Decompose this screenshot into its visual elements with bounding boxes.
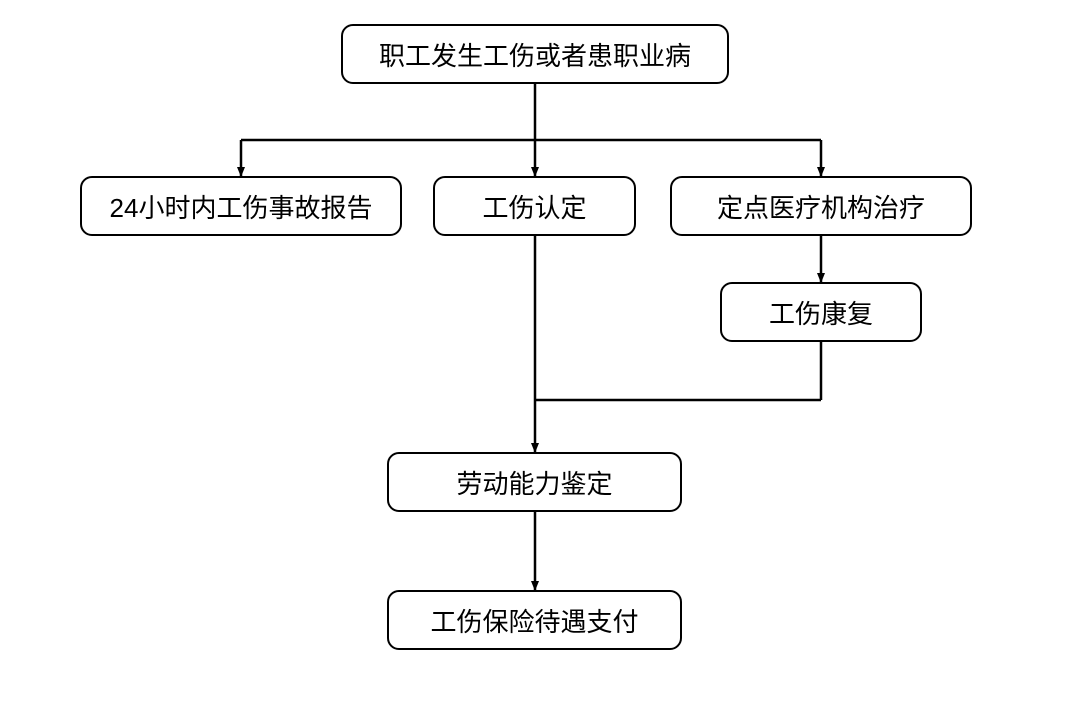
node-start: 职工发生工伤或者患职业病 [341, 24, 729, 84]
node-report-24h: 24小时内工伤事故报告 [80, 176, 402, 236]
node-assessment: 劳动能力鉴定 [387, 452, 682, 512]
node-label: 职工发生工伤或者患职业病 [379, 36, 691, 73]
node-payment: 工伤保险待遇支付 [387, 590, 682, 650]
node-identification: 工伤认定 [433, 176, 636, 236]
node-treatment: 定点医疗机构治疗 [670, 176, 972, 236]
node-label: 工伤康复 [769, 294, 873, 331]
node-rehabilitation: 工伤康复 [720, 282, 922, 342]
flowchart-container: 职工发生工伤或者患职业病 24小时内工伤事故报告 工伤认定 定点医疗机构治疗 工… [0, 0, 1080, 717]
node-label: 工伤认定 [482, 188, 586, 225]
node-label: 24小时内工伤事故报告 [110, 188, 373, 225]
node-label: 工伤保险待遇支付 [430, 602, 638, 639]
node-label: 劳动能力鉴定 [456, 464, 612, 501]
node-label: 定点医疗机构治疗 [717, 188, 925, 225]
